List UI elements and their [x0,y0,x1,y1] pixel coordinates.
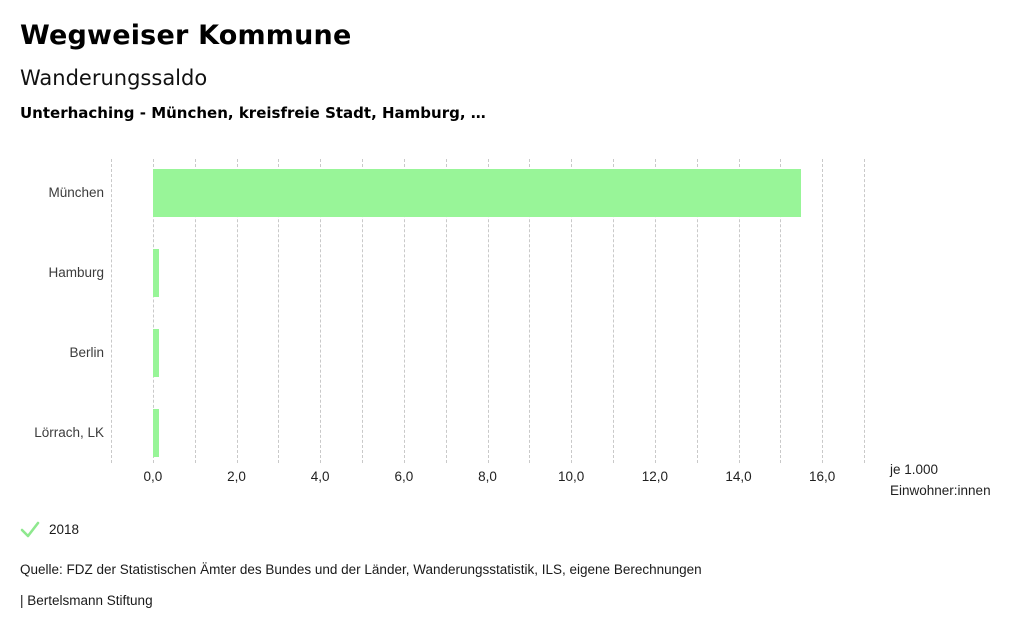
gridline [362,159,363,463]
check-icon [20,521,40,538]
bar-münchen[interactable] [152,169,802,217]
y-axis-label: Lörrach, LK [34,425,104,440]
x-axis-tick-label: 0,0 [143,469,163,484]
gridline [487,159,489,463]
gridline [822,159,824,463]
gridline [111,159,112,463]
gridline [654,159,656,463]
bar-lörrach-lk[interactable] [152,409,159,457]
x-axis-tick-label: 2,0 [227,469,246,484]
source-note: Quelle: FDZ der Statistischen Ämter des … [20,562,702,577]
gridline [403,159,405,463]
gridline [278,159,280,463]
bar-berlin[interactable] [152,329,159,377]
attribution-note: | Bertelsmann Stiftung [20,593,153,608]
gridline [613,159,614,463]
x-axis-tick-label: 12,0 [641,469,668,484]
x-axis-tick-label: 14,0 [725,469,752,484]
gridline [445,159,447,463]
gridline [320,159,322,463]
chart-selection-subtitle: Unterhaching - München, kreisfreie Stadt… [20,104,486,122]
y-axis-label: Berlin [69,345,104,360]
x-axis-unit-label: je 1.000 Einwohner:innen [890,459,991,501]
legend-item-2018[interactable]: 2018 [20,520,79,538]
gridline [571,159,573,463]
gridline [529,159,531,463]
gridline [738,159,740,463]
x-axis-tick-label: 10,0 [558,469,585,484]
x-axis-unit-line2: Einwohner:innen [890,483,991,498]
page-title: Wegweiser Kommune [20,20,352,51]
x-axis-tick-label: 8,0 [478,469,497,484]
gridline [696,159,698,463]
x-axis-tick-label: 4,0 [310,469,330,484]
x-axis-tick-label: 16,0 [809,469,836,484]
chart-title: Wanderungssaldo [20,66,208,90]
gridline [152,159,154,463]
y-axis-label: München [48,185,104,200]
y-axis-label: Hamburg [48,265,104,280]
x-axis-tick-label: 6,0 [394,469,414,484]
gridline [194,159,196,463]
gridline [864,159,865,463]
plot-area [111,159,865,463]
bar-hamburg[interactable] [152,249,159,297]
gridline [236,159,238,463]
x-axis-unit-line1: je 1.000 [890,462,939,477]
gridline [780,159,782,463]
legend-label: 2018 [49,521,80,537]
